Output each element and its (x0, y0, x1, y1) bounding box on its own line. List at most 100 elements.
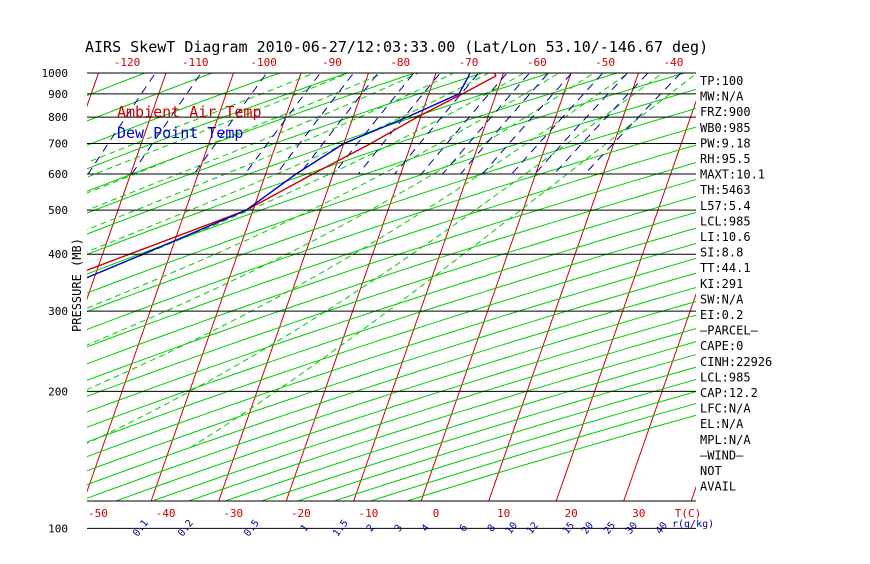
dry-adiabat-line (87, 107, 696, 313)
top-temp-tick-label: -100 (250, 56, 277, 69)
stat-label: PW:9.18 (700, 136, 751, 150)
moist-adiabat-line (87, 73, 316, 164)
dry-adiabat-line (87, 257, 696, 458)
isotherm-line (285, 73, 437, 501)
dry-adiabat-line (87, 73, 552, 235)
stat-label: TT:44.1 (700, 261, 751, 275)
mixing-ratio-label: 12 (525, 520, 541, 536)
dry-adiabat-line (87, 286, 696, 486)
top-temp-tick-label: -40 (663, 56, 683, 69)
mixing-ratio-label: 0.1 (131, 518, 151, 539)
stat-label: WB0:985 (700, 121, 751, 135)
top-temp-tick-label: -90 (322, 56, 342, 69)
dry-adiabat-line (0, 63, 102, 528)
moist-adiabat-line (87, 73, 351, 178)
mixing-ratio-label: 10 (504, 520, 520, 536)
dry-adiabat-line (87, 227, 696, 428)
bottom-temp-tick-label: 30 (632, 507, 645, 520)
dry-adiabat-line (405, 414, 696, 501)
mixing-ratio-line (421, 73, 508, 175)
mixing-ratio-line (299, 73, 379, 175)
mixing-ratio-line (276, 73, 355, 175)
stat-label: —PARCEL— (700, 324, 759, 338)
temperature-trace (87, 73, 497, 272)
stat-label: MAXT:10.1 (700, 168, 765, 182)
stat-label: LI:10.6 (700, 230, 751, 244)
mixing-ratio-label: 30 (624, 520, 640, 536)
isotherm-line (555, 100, 696, 501)
chart-labels: 1002003004005006007008009001000PRESSURE … (42, 56, 773, 539)
top-temp-tick-label: -50 (595, 56, 615, 69)
bottom-temp-tick-label: -30 (223, 507, 243, 520)
bottom-temp-tick-label: 20 (565, 507, 578, 520)
dry-adiabat-line (87, 73, 484, 214)
plot-frame (87, 72, 696, 529)
dry-adiabat-line (87, 73, 349, 170)
mixing-ratio-label: 4 (420, 523, 432, 535)
pressure-tick-label: 600 (48, 168, 68, 181)
mixing-ratio-label: 15 (561, 520, 577, 536)
stat-label: TH:5463 (700, 183, 751, 197)
stat-label: MPL:N/A (700, 433, 751, 447)
dry-adiabat-line (114, 314, 696, 501)
mixing-ratio-line (131, 73, 202, 175)
top-temp-tick-label: -110 (182, 56, 209, 69)
stat-label: AVAIL (700, 480, 736, 494)
stat-label: EI:0.2 (700, 308, 743, 322)
mixing-ratio-line (333, 73, 415, 175)
mixing-ratio-line (193, 73, 268, 175)
isotherm-line (0, 63, 34, 528)
dry-adiabat-line (150, 328, 696, 501)
dry-adiabat-line (87, 162, 696, 365)
chart-title: AIRS SkewT Diagram 2010-06-27/12:03:33.0… (85, 38, 708, 56)
stat-label: EL:N/A (700, 417, 744, 431)
mixing-ratio-line (534, 73, 629, 175)
mixing-ratio-label: 3 (393, 523, 405, 535)
mixing-ratio-line (244, 73, 322, 175)
mixing-ratio-label: 0.2 (176, 518, 196, 539)
mixing-ratio-line (511, 73, 604, 175)
stat-label: CINH:22926 (700, 355, 772, 369)
stat-label: NOT (700, 464, 722, 478)
dry-adiabat-line (87, 300, 696, 499)
isotherm-line (150, 73, 302, 501)
isotherm-line (353, 73, 505, 501)
stat-label: RH:95.5 (700, 152, 751, 166)
legend-entry-dewpoint: Dew Point Temp (117, 124, 243, 142)
mixing-ratio-label: 8 (486, 523, 498, 535)
dry-adiabat-line (87, 242, 696, 443)
mixing-ratio-line (460, 73, 549, 175)
stat-label: L57:5.4 (700, 199, 751, 213)
mixing-ratio-label: 6 (458, 523, 470, 535)
mixing-ratio-line (87, 73, 156, 175)
dry-adiabat-line (0, 63, 33, 528)
dry-adiabat-line (87, 88, 696, 294)
dry-adiabat-line (259, 366, 696, 501)
dry-adiabat-line (87, 73, 214, 122)
mixing-ratio-label: 20 (580, 520, 596, 536)
mixing-ratio-label: 0.5 (242, 518, 262, 539)
mixing-ratio-label: 25 (602, 520, 618, 536)
stat-label: CAP:12.2 (700, 386, 758, 400)
bottom-temp-tick-label: -20 (291, 507, 311, 520)
stat-label: FRZ:900 (700, 105, 751, 119)
dry-adiabat-line (87, 144, 696, 348)
mixing-ratio-line (358, 73, 441, 175)
legend-entry-temperature: Ambient Air Temp (117, 103, 262, 121)
mixing-ratio-label: 1 (299, 523, 311, 535)
dry-adiabat-line (87, 73, 282, 146)
mixing-ratio-unit-label: r(g/kg) (672, 519, 714, 530)
bottom-temp-tick-label: 0 (433, 507, 440, 520)
bottom-temp-unit-label: T(C) (675, 507, 702, 520)
dry-adiabat-line (87, 211, 696, 413)
pressure-tick-label: 100 (48, 522, 68, 535)
isotherm-line (623, 292, 696, 501)
bottom-temp-tick-label: 10 (497, 507, 510, 520)
isotherm-line (420, 73, 572, 501)
top-temp-tick-label: -120 (114, 56, 141, 69)
pressure-tick-label: 700 (48, 138, 68, 151)
mixing-ratio-line (442, 73, 531, 175)
y-axis-label: PRESSURE (MB) (70, 238, 84, 332)
pressure-tick-label: 200 (48, 385, 68, 398)
